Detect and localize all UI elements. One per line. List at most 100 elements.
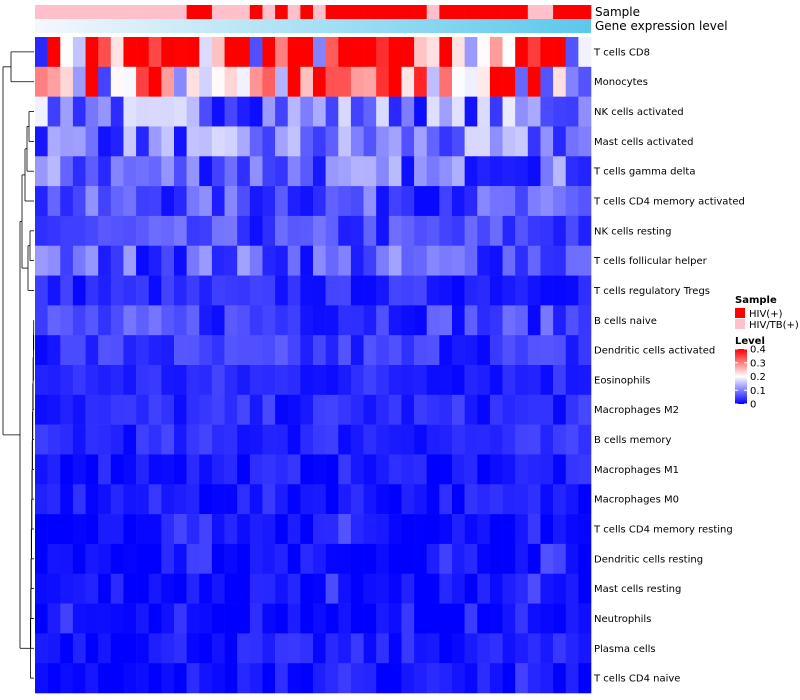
heatmap-cell bbox=[211, 663, 225, 694]
heatmap-cell bbox=[527, 245, 541, 276]
heatmap-cell bbox=[199, 603, 213, 634]
heatmap-cell bbox=[540, 514, 554, 545]
heatmap-cell bbox=[161, 484, 175, 515]
heatmap-cell bbox=[60, 484, 74, 515]
heatmap-cell bbox=[426, 603, 440, 634]
heatmap-cell bbox=[98, 484, 112, 515]
heatmap-cell bbox=[123, 275, 137, 306]
heatmap-cell bbox=[237, 394, 251, 425]
heatmap-cell bbox=[489, 335, 503, 366]
heatmap-cell bbox=[287, 573, 301, 604]
heatmap-cell bbox=[388, 156, 402, 187]
heatmap-cell bbox=[72, 335, 86, 366]
heatmap-cell bbox=[123, 365, 137, 396]
heatmap-cell bbox=[237, 335, 251, 366]
heatmap-cell bbox=[85, 186, 99, 217]
heatmap-cell bbox=[553, 663, 567, 694]
heatmap-cell bbox=[363, 633, 377, 664]
heatmap-cell bbox=[249, 603, 263, 634]
sample-cell bbox=[249, 5, 263, 19]
heatmap-cell bbox=[72, 126, 86, 157]
heatmap-cell bbox=[98, 454, 112, 485]
heatmap-cell bbox=[527, 37, 541, 68]
heatmap-cell bbox=[414, 215, 428, 247]
heatmap-cell bbox=[363, 365, 377, 396]
heatmap-cell bbox=[60, 573, 74, 604]
heatmap-cell bbox=[565, 454, 579, 485]
heatmap-cell bbox=[174, 215, 187, 247]
heatmap-cell bbox=[148, 305, 162, 336]
heatmap-cell bbox=[35, 335, 48, 366]
heatmap-cell bbox=[72, 245, 86, 276]
heatmap-cell bbox=[174, 424, 187, 455]
heatmap-cell bbox=[161, 394, 175, 425]
heatmap-cell bbox=[275, 126, 289, 157]
sample-cell bbox=[123, 5, 137, 19]
heatmap-cell bbox=[515, 335, 529, 366]
sample-cell bbox=[300, 5, 314, 19]
heatmap-cell bbox=[477, 305, 491, 336]
heatmap-cell bbox=[98, 96, 112, 127]
heatmap-cell bbox=[47, 454, 61, 485]
row-label: T cells CD4 memory activated bbox=[593, 197, 745, 208]
heatmap-cell bbox=[540, 394, 554, 425]
heatmap-cell bbox=[502, 335, 516, 366]
heatmap-cell bbox=[325, 96, 339, 127]
heatmap-cell bbox=[350, 275, 364, 306]
heatmap-cell bbox=[249, 96, 263, 127]
heatmap-cell bbox=[211, 394, 225, 425]
heatmap-cell bbox=[401, 633, 415, 664]
heatmap-cell bbox=[489, 66, 503, 97]
heatmap-cell bbox=[174, 543, 187, 575]
heatmap-cell bbox=[401, 365, 415, 396]
heatmap-cell bbox=[275, 275, 289, 306]
sample-cell bbox=[224, 5, 238, 19]
heatmap-cell bbox=[199, 66, 213, 97]
heatmap-cell bbox=[98, 156, 112, 187]
heatmap-cell bbox=[578, 633, 592, 664]
heatmap-cell bbox=[287, 543, 301, 575]
heatmap-cell bbox=[148, 245, 162, 276]
sample-cell bbox=[338, 5, 352, 19]
heatmap-cell bbox=[275, 186, 289, 217]
heatmap-cell bbox=[414, 484, 428, 515]
heatmap-cell bbox=[123, 305, 137, 336]
heatmap-cell bbox=[110, 215, 124, 247]
heatmap-cell bbox=[325, 454, 339, 485]
heatmap-cell bbox=[199, 484, 213, 515]
heatmap-cell bbox=[426, 156, 440, 187]
heatmap-cell bbox=[414, 186, 428, 217]
heatmap-cell bbox=[553, 305, 567, 336]
heatmap-cell bbox=[439, 305, 453, 336]
heatmap-cell bbox=[123, 215, 137, 247]
heatmap-cell bbox=[376, 126, 390, 157]
heatmap-cell bbox=[313, 37, 326, 68]
heatmap-cell bbox=[477, 484, 491, 515]
row-label: NK cells activated bbox=[594, 107, 684, 118]
heatmap-cell bbox=[414, 365, 428, 396]
heatmap-cell bbox=[376, 156, 390, 187]
heatmap-cell bbox=[414, 275, 428, 306]
heatmap-cell bbox=[388, 66, 402, 97]
heatmap-cell bbox=[237, 156, 251, 187]
heatmap-cell bbox=[136, 96, 150, 127]
heatmap-cell bbox=[237, 186, 251, 217]
heatmap-cell bbox=[249, 454, 263, 485]
heatmap-cell bbox=[439, 514, 453, 545]
heatmap-cell bbox=[515, 37, 529, 68]
heatmap-cell bbox=[136, 215, 150, 247]
sample-cell bbox=[98, 5, 112, 19]
heatmap-cell bbox=[72, 573, 86, 604]
heatmap-cell bbox=[553, 484, 567, 515]
heatmap-cell bbox=[211, 633, 225, 664]
heatmap-cell bbox=[464, 156, 478, 187]
heatmap-cell bbox=[161, 126, 175, 157]
heatmap-cell bbox=[211, 215, 225, 247]
heatmap-cell bbox=[199, 573, 213, 604]
heatmap-cell bbox=[414, 66, 428, 97]
heatmap-cell bbox=[211, 66, 225, 97]
heatmap-cell bbox=[300, 424, 314, 455]
heatmap-cell bbox=[110, 663, 124, 694]
heatmap-cell bbox=[376, 663, 390, 694]
heatmap-cell bbox=[110, 394, 124, 425]
